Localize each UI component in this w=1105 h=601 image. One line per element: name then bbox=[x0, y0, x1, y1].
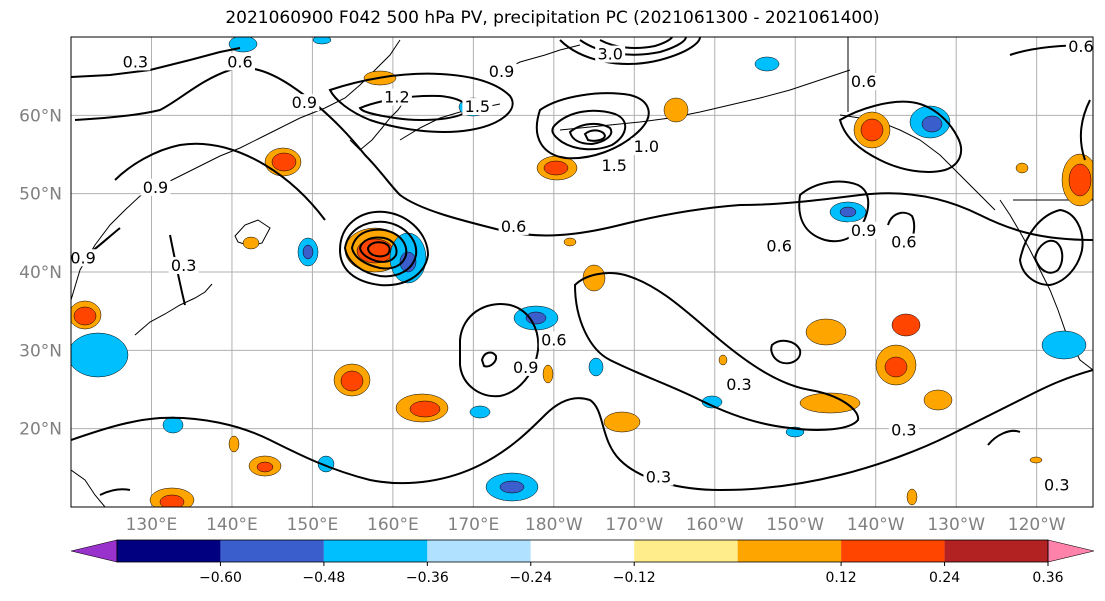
lon-tick-label: 170°W bbox=[605, 515, 663, 535]
contour-label-bg bbox=[595, 45, 626, 63]
contour-label: 0.6 bbox=[891, 233, 916, 252]
contour-label: 0.3 bbox=[726, 375, 751, 394]
map-title: 2021060900 F042 500 hPa PV, precipitatio… bbox=[225, 8, 880, 28]
colorbar-segment bbox=[530, 540, 635, 562]
lat-tick-label: 50°N bbox=[19, 185, 62, 205]
contour-label: 0.6 bbox=[1068, 37, 1093, 56]
colorbar-tick-label: −0.12 bbox=[613, 570, 656, 586]
contour-label: 1.0 bbox=[634, 137, 659, 156]
contour-labels: 0.3 0.6 0.90.9 1.2 1.53.00.91.51.00.60.60.90… bbox=[70, 37, 1093, 494]
colorbar-tick-label: −0.36 bbox=[406, 570, 449, 586]
contour-label-bg bbox=[498, 217, 529, 235]
lon-tick-label: 150°E bbox=[287, 515, 339, 535]
latitude-ticks: 20°N 30°N 40°N 50°N 60°N bbox=[19, 106, 62, 439]
contour-label-bg bbox=[599, 156, 630, 174]
colorbar-tick-label: 0.24 bbox=[929, 570, 960, 586]
contour-label-bg bbox=[538, 331, 569, 349]
contour-label-bg bbox=[140, 178, 171, 196]
contour-label: 0.6 bbox=[851, 72, 876, 91]
contour-label-bg bbox=[631, 138, 662, 156]
contour-label-bg bbox=[1041, 476, 1072, 494]
contour-label-bg bbox=[486, 62, 517, 80]
contour-label: 0.9 bbox=[143, 178, 168, 197]
colorbar-tick-label: −0.60 bbox=[199, 570, 242, 586]
contour-label-bg bbox=[888, 421, 919, 439]
contour-label: 1.2 bbox=[384, 88, 409, 107]
contour-label: 1.5 bbox=[601, 156, 626, 175]
contour-label-bg bbox=[848, 73, 879, 90]
contour-label: 3.0 bbox=[597, 45, 622, 64]
contour-label-bg bbox=[510, 358, 541, 376]
contour-label: 0.9 bbox=[489, 62, 514, 81]
colorbar-tick-label: −0.48 bbox=[302, 570, 345, 586]
contour-label-bg bbox=[168, 257, 199, 275]
contour-label: 0.6 bbox=[501, 217, 526, 236]
contour-label: 0.6 bbox=[541, 331, 566, 350]
contour-label-bg bbox=[120, 53, 151, 71]
contour-label: 0.3 bbox=[1044, 475, 1069, 494]
colorbar-segment bbox=[117, 540, 221, 562]
contour-label-bg bbox=[381, 88, 412, 106]
colorbar-labels: −0.60−0.48−0.36−0.24−0.120.120.240.360.4… bbox=[199, 562, 1064, 586]
colorbar-frame bbox=[116, 539, 1049, 563]
colorbar-segment bbox=[737, 540, 842, 562]
colorbar bbox=[70, 539, 1095, 563]
contour-label-bg bbox=[643, 468, 674, 486]
contour-label-bg bbox=[848, 221, 879, 239]
lat-tick-label: 40°N bbox=[19, 263, 62, 283]
contour-label-bg bbox=[224, 53, 255, 71]
contour-label-bg bbox=[888, 233, 919, 251]
contour-label: 0.3 bbox=[646, 468, 671, 487]
contour-label: 1.5 bbox=[465, 97, 490, 116]
colorbar-tick-label: −0.24 bbox=[509, 570, 552, 586]
lon-tick-label: 140°E bbox=[206, 515, 258, 535]
lon-tick-label: 150°W bbox=[766, 515, 824, 535]
lat-tick-label: 30°N bbox=[19, 341, 62, 361]
contour-label: 0.9 bbox=[513, 358, 538, 377]
lon-tick-label: 170°E bbox=[448, 515, 500, 535]
lon-tick-label: 140°W bbox=[847, 515, 905, 535]
colorbar-extend-low bbox=[70, 539, 118, 563]
lat-tick-label: 20°N bbox=[19, 420, 62, 440]
contour-label-bg bbox=[289, 94, 320, 112]
contour-label-bg bbox=[764, 237, 795, 255]
lon-tick-label: 160°W bbox=[686, 515, 744, 535]
colorbar-segment bbox=[427, 540, 531, 562]
contour-label-bg bbox=[1065, 37, 1093, 55]
colorbar-segment bbox=[841, 540, 945, 562]
contour-label-bg bbox=[71, 249, 99, 267]
contour-label: 0.3 bbox=[123, 52, 148, 71]
contour-label: 0.3 bbox=[891, 421, 916, 440]
lon-tick-label: 130°W bbox=[927, 515, 985, 535]
contour-label: 0.9 bbox=[292, 93, 317, 112]
contour-label-bg bbox=[723, 376, 754, 394]
contour-label: 0.9 bbox=[851, 221, 876, 240]
colorbar-segment bbox=[634, 540, 738, 562]
contour-label-bg bbox=[462, 98, 493, 116]
colorbar-segment bbox=[944, 540, 1048, 562]
lon-tick-label: 180°W bbox=[525, 515, 583, 535]
longitude-ticks: 130°E 140°E 150°E 160°E 170°E 180°W 170°W 160°W… bbox=[126, 515, 1066, 535]
lat-tick-label: 60°N bbox=[19, 106, 62, 126]
contour-label: 0.6 bbox=[227, 52, 252, 71]
lon-tick-label: 120°W bbox=[1008, 515, 1066, 535]
colorbar-segment bbox=[323, 540, 428, 562]
lon-tick-label: 160°E bbox=[367, 515, 419, 535]
contour-label: 0.6 bbox=[766, 237, 791, 256]
contour-label: 0.3 bbox=[171, 256, 196, 275]
colorbar-tick-label: 0.36 bbox=[1032, 570, 1063, 586]
colorbar-segment bbox=[220, 540, 324, 562]
colorbar-extend-high bbox=[1047, 539, 1095, 563]
contour-label: 0.9 bbox=[70, 248, 95, 267]
lon-tick-label: 130°E bbox=[126, 515, 178, 535]
colorbar-tick-label: 0.12 bbox=[826, 570, 857, 586]
map-frame bbox=[70, 36, 1094, 508]
